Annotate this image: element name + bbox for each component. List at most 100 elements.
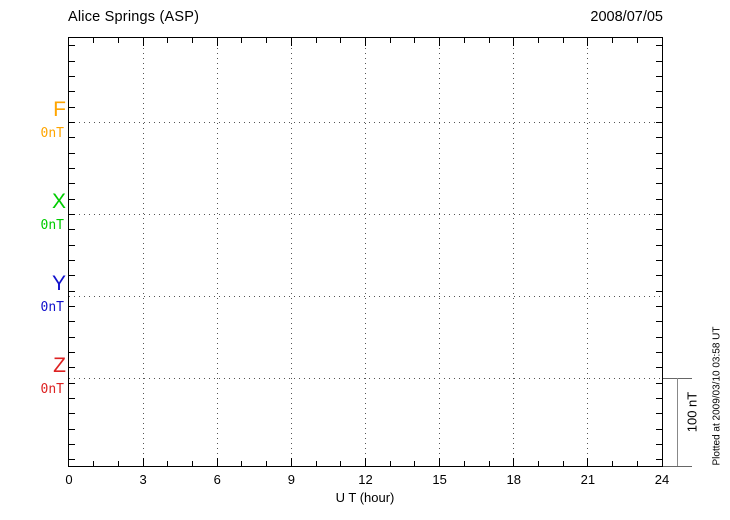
plotted-at-note: Plotted at 2009/03/10 03:58 UT (711, 326, 723, 466)
x-axis-tick-bottom (562, 461, 564, 466)
y-axis-tick-right (656, 168, 662, 169)
y-axis-tick-left (69, 428, 75, 430)
series-X-baseline-value: 0nT (40, 218, 64, 233)
x-axis-tick-bottom (93, 461, 95, 466)
x-axis-tick-top (216, 38, 218, 46)
series-Y-baseline-value: 0nT (40, 300, 64, 315)
x-axis-tick-top (612, 38, 614, 43)
x-axis-tick-bottom (537, 461, 539, 466)
y-axis-tick-right (656, 275, 662, 277)
x-axis-tick-top (241, 38, 243, 43)
x-axis-tick-top (167, 38, 169, 43)
y-axis-tick-right (656, 413, 662, 415)
y-axis-tick-left (69, 122, 75, 123)
y-axis-tick-left (69, 137, 75, 139)
x-axis-tick-bottom (266, 461, 268, 466)
x-axis-tick-top (389, 38, 391, 43)
x-tick-label: 24 (654, 472, 670, 487)
chart-date: 2008/07/05 (590, 9, 663, 25)
x-tick-label: 0 (65, 472, 73, 487)
y-axis-tick-left (69, 321, 75, 323)
y-axis-tick-right (656, 214, 662, 215)
y-axis-tick-right (656, 459, 662, 461)
grid-line-baseline (69, 296, 662, 297)
y-axis-tick-right (656, 45, 662, 47)
x-axis-tick-bottom (340, 461, 342, 466)
y-axis-tick-left (69, 152, 75, 154)
y-axis-tick-left (69, 229, 75, 231)
x-axis-tick-top (439, 38, 441, 46)
x-axis-tick-top (513, 38, 515, 46)
y-axis-tick-right (656, 152, 662, 154)
x-axis-tick-top (365, 38, 366, 46)
x-tick-label: 3 (139, 472, 147, 487)
series-X-label: X (51, 190, 66, 213)
grid-line-baseline (69, 122, 662, 123)
y-axis-tick-right (656, 336, 662, 338)
x-axis-tick-top (636, 38, 638, 43)
y-axis-tick-left (69, 168, 75, 169)
x-axis-tick-bottom (167, 461, 169, 466)
x-tick-label: 6 (213, 472, 221, 487)
x-axis-tick-top (315, 38, 317, 43)
scale-bar-label: 100 nT (684, 391, 700, 433)
y-axis-tick-left (69, 290, 75, 292)
y-axis-tick-right (656, 183, 662, 185)
x-axis-tick-bottom (117, 461, 119, 466)
grid-line-vertical (439, 38, 441, 466)
y-axis-tick-left (69, 397, 75, 399)
x-axis-title: U T (hour) (335, 490, 395, 505)
grid-line-vertical (365, 38, 366, 466)
y-axis-tick-right (656, 382, 662, 384)
y-axis-tick-left (69, 198, 75, 200)
y-axis-tick-right (656, 321, 662, 323)
x-axis-tick-bottom (439, 458, 441, 466)
y-axis-tick-left (69, 244, 75, 246)
grid-line-baseline (69, 378, 662, 379)
x-axis-tick-top (340, 38, 342, 43)
x-axis-tick-bottom (290, 458, 292, 466)
y-axis-tick-right (656, 397, 662, 399)
x-axis-tick-bottom (513, 458, 515, 466)
series-Z-baseline-value: 0nT (40, 382, 64, 397)
y-axis-tick-right (656, 352, 662, 353)
plot-area (68, 37, 663, 467)
x-axis-tick-top (537, 38, 539, 43)
y-axis-tick-right (656, 244, 662, 246)
x-axis-tick-bottom (216, 458, 218, 466)
x-axis-tick-bottom (587, 458, 589, 466)
x-axis-tick-top (117, 38, 119, 43)
x-axis-tick-bottom (488, 461, 490, 466)
x-axis-tick-bottom (365, 458, 366, 466)
y-axis-tick-left (69, 413, 75, 415)
y-axis-tick-right (656, 443, 662, 445)
x-axis-tick-bottom (142, 458, 144, 466)
y-axis-tick-left (69, 459, 75, 461)
x-axis-tick-bottom (389, 461, 391, 466)
y-axis-tick-right (656, 137, 662, 139)
series-F-label: F (53, 98, 66, 121)
grid-line-vertical (216, 38, 218, 466)
x-axis-tick-top (562, 38, 564, 43)
y-axis-tick-left (69, 336, 75, 338)
x-axis-tick-bottom (612, 461, 614, 466)
y-axis-tick-left (69, 443, 75, 445)
x-axis-tick-bottom (315, 461, 317, 466)
y-axis-tick-left (69, 183, 75, 185)
y-axis-tick-right (656, 198, 662, 200)
y-axis-tick-left (69, 306, 75, 307)
grid-line-vertical (513, 38, 515, 466)
y-axis-tick-right (656, 428, 662, 430)
scale-bar-vertical (677, 378, 678, 467)
y-axis-tick-right (656, 76, 662, 77)
y-axis-tick-right (656, 122, 662, 123)
x-axis-tick-top (290, 38, 292, 46)
y-axis-tick-left (69, 260, 75, 261)
x-axis-tick-bottom (636, 461, 638, 466)
y-axis-tick-left (69, 275, 75, 277)
y-axis-tick-left (69, 214, 75, 215)
y-axis-tick-left (69, 352, 75, 353)
series-F-baseline-value: 0nT (40, 126, 64, 141)
y-axis-tick-right (656, 229, 662, 231)
